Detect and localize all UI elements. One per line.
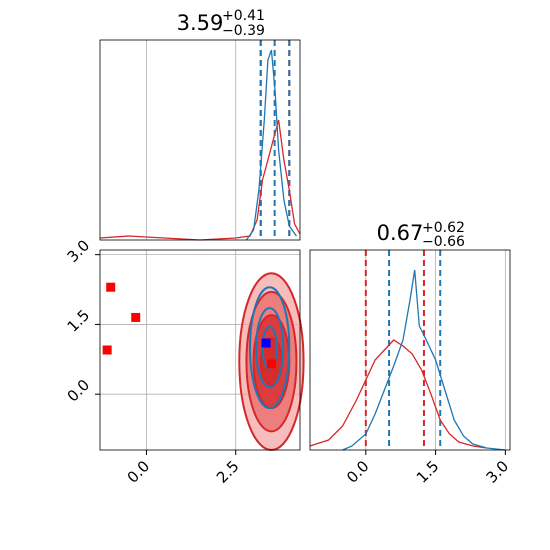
xtick-label-0: 0.0: [124, 457, 154, 487]
marker-0: [106, 282, 116, 292]
axes-frame-bottom-left: [99, 249, 301, 451]
yticks-bottom-left: 0.0 1.5 3.0: [64, 236, 100, 405]
marker-4: [261, 338, 271, 348]
histogram-blue: [342, 269, 506, 451]
grid-top-left: [146, 40, 237, 240]
marker-2: [102, 345, 112, 355]
xticks-bottom-right: 0.0 1.5 3.0: [343, 450, 512, 487]
histogram-blue: [245, 49, 297, 241]
panel-bottom-left: 0.0 2.5 0.0 1.5 3.0: [64, 236, 305, 487]
title-sup-bottom-right: +0.62: [422, 220, 465, 236]
histogram-red: [99, 119, 301, 241]
panel-top-left: 3.59 +0.41 −0.39: [99, 8, 301, 241]
title-bottom-right: 0.67: [377, 221, 424, 245]
xtick-label-1: 1.5: [413, 457, 443, 487]
marker-lines-bottom-right: [364, 250, 442, 450]
blue-contour-0: [249, 286, 291, 410]
blue-contour-1: [255, 307, 285, 389]
histograms-top-left: [99, 49, 301, 241]
axes-frame-bottom-right: [309, 249, 511, 451]
xtick-label-0: 0.0: [343, 457, 373, 487]
histograms-bottom-right: [309, 269, 506, 451]
title-sub-top-left: −0.39: [222, 23, 265, 39]
xtick-label-1: 2.5: [213, 457, 243, 487]
marker-1: [131, 312, 141, 322]
grid-bottom-right: [365, 250, 506, 450]
marker-3: [266, 359, 276, 369]
ytick-label-0: 0.0: [64, 376, 94, 406]
histogram-red: [309, 339, 487, 449]
axes-frame-top-left: [99, 39, 301, 241]
blue-contour-2: [261, 325, 278, 370]
title-sup-top-left: +0.41: [222, 8, 265, 24]
panel-bottom-right: 0.0 1.5 3.0 0.67 +0.62 −0.66: [309, 220, 512, 487]
markers-bottom-left: [102, 282, 276, 369]
xticks-bottom-left: 0.0 2.5: [124, 450, 243, 487]
ytick-label-1: 1.5: [64, 306, 94, 336]
title-top-left: 3.59: [177, 11, 224, 35]
marker-lines-top-left: [259, 40, 291, 240]
xtick-label-2: 3.0: [483, 457, 513, 487]
title-sub-bottom-right: −0.66: [422, 234, 465, 250]
ytick-label-2: 3.0: [64, 236, 94, 266]
